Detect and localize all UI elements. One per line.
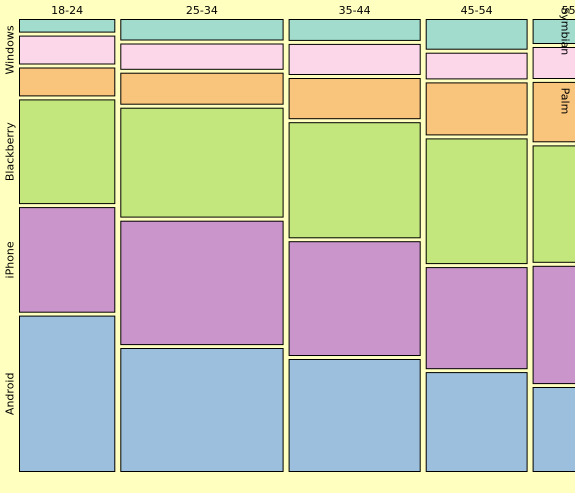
tile-55-64-blackberry: [532, 145, 575, 263]
tile-55-64-iphone: [532, 265, 575, 385]
left-label-windows: Windows: [4, 25, 17, 74]
tile-35-44-symbian: [288, 19, 421, 41]
tile-18-24-symbian: [19, 19, 116, 33]
column-label-55-64: 55-64: [562, 4, 575, 17]
tile-55-64-android: [532, 387, 575, 472]
tile-25-34-iphone: [120, 220, 284, 346]
tile-35-44-blackberry: [288, 122, 421, 239]
tile-55-64-symbian: [532, 19, 575, 44]
tile-45-54-blackberry: [425, 138, 528, 265]
tile-25-34-android: [120, 348, 284, 472]
tile-35-44-android: [288, 359, 421, 472]
column-label-18-24: 18-24: [51, 4, 83, 17]
tile-25-34-windows: [120, 43, 284, 70]
tile-18-24-windows: [19, 35, 116, 65]
tile-45-54-palm: [425, 82, 528, 136]
left-label-android: Android: [4, 373, 17, 416]
tile-45-54-symbian: [425, 19, 528, 50]
tile-35-44-iphone: [288, 241, 421, 356]
column-label-45-54: 45-54: [461, 4, 493, 17]
tile-25-34-palm: [120, 72, 284, 105]
tile-18-24-palm: [19, 67, 116, 97]
right-label-palm: Palm: [559, 88, 572, 115]
tile-18-24-blackberry: [19, 99, 116, 205]
tile-18-24-android: [19, 315, 116, 472]
tile-25-34-symbian: [120, 19, 284, 41]
tile-45-54-windows: [425, 52, 528, 80]
tile-35-44-palm: [288, 78, 421, 120]
tile-55-64-windows: [532, 47, 575, 79]
column-label-25-34: 25-34: [186, 4, 218, 17]
tile-25-34-blackberry: [120, 107, 284, 218]
tile-55-64-palm: [532, 81, 575, 143]
left-label-iphone: iPhone: [4, 241, 17, 278]
tile-35-44-windows: [288, 43, 421, 76]
side-labels: Windows Blackberry iPhone Android Symbian Pal…: [4, 7, 572, 415]
mosaic-tiles: [19, 19, 575, 473]
right-label-symbian: Symbian: [559, 7, 572, 55]
tile-45-54-iphone: [425, 267, 528, 370]
tile-18-24-iphone: [19, 207, 116, 313]
left-label-blackberry: Blackberry: [4, 122, 17, 181]
column-label-35-44: 35-44: [339, 4, 371, 17]
tile-45-54-android: [425, 372, 528, 473]
